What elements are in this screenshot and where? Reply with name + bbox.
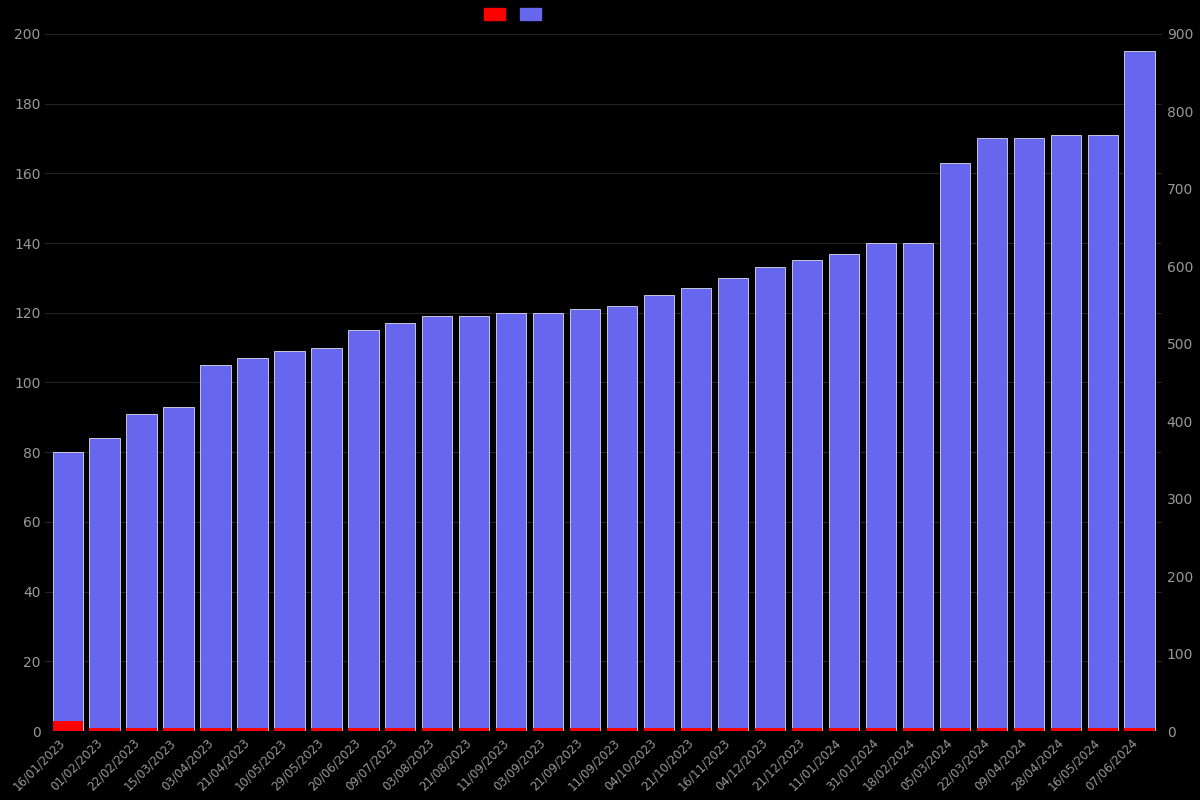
Bar (53, 721, 83, 731)
Legend: , : , (479, 2, 551, 27)
Bar (238, 728, 268, 731)
Bar (422, 316, 452, 731)
Bar (977, 138, 1007, 731)
Bar (533, 313, 563, 731)
Bar (90, 728, 120, 731)
Bar (1124, 51, 1154, 731)
Bar (865, 728, 896, 731)
Bar (385, 323, 415, 731)
Bar (460, 728, 490, 731)
Bar (460, 316, 490, 731)
Bar (570, 728, 600, 731)
Bar (496, 728, 527, 731)
Bar (200, 728, 230, 731)
Bar (644, 295, 674, 731)
Bar (311, 728, 342, 731)
Bar (829, 728, 859, 731)
Bar (422, 728, 452, 731)
Bar (902, 728, 934, 731)
Bar (865, 243, 896, 731)
Bar (792, 261, 822, 731)
Bar (385, 728, 415, 731)
Bar (977, 728, 1007, 731)
Bar (680, 728, 712, 731)
Bar (163, 728, 193, 731)
Bar (607, 728, 637, 731)
Bar (755, 728, 785, 731)
Bar (1014, 138, 1044, 731)
Bar (940, 728, 970, 731)
Bar (90, 438, 120, 731)
Bar (238, 358, 268, 731)
Bar (680, 288, 712, 731)
Bar (200, 365, 230, 731)
Bar (1124, 728, 1154, 731)
Bar (533, 728, 563, 731)
Bar (1050, 728, 1081, 731)
Bar (1087, 728, 1118, 731)
Bar (644, 728, 674, 731)
Bar (1014, 728, 1044, 731)
Bar (53, 452, 83, 731)
Bar (607, 306, 637, 731)
Bar (496, 313, 527, 731)
Bar (1087, 135, 1118, 731)
Bar (792, 728, 822, 731)
Bar (570, 310, 600, 731)
Bar (348, 728, 378, 731)
Bar (126, 728, 157, 731)
Bar (311, 348, 342, 731)
Bar (718, 278, 748, 731)
Bar (940, 163, 970, 731)
Bar (902, 243, 934, 731)
Bar (163, 407, 193, 731)
Bar (126, 414, 157, 731)
Bar (275, 351, 305, 731)
Bar (755, 267, 785, 731)
Bar (275, 728, 305, 731)
Bar (1050, 135, 1081, 731)
Bar (829, 254, 859, 731)
Bar (718, 728, 748, 731)
Bar (348, 330, 378, 731)
